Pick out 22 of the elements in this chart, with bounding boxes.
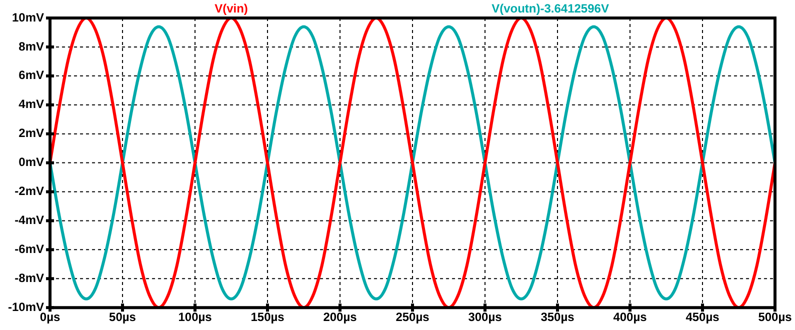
y-tick-label: 8mV: [18, 39, 44, 54]
y-tick-label: 2mV: [18, 126, 44, 140]
x-tick-label: 450µs: [686, 310, 720, 324]
x-tick-label: 200µs: [323, 310, 358, 324]
series-label: V(vin): [214, 1, 248, 16]
x-tick-label: 100µs: [178, 310, 212, 324]
y-tick-label: 10mV: [12, 10, 44, 24]
y-tick-label: -4mV: [14, 213, 44, 228]
x-tick-label: 400µs: [613, 310, 648, 324]
y-tick-label: 4mV: [18, 97, 44, 112]
series-label: V(voutn)-3.6412596V: [492, 1, 609, 16]
x-tick-label: 300µs: [468, 310, 502, 324]
y-tick-label: 0mV: [18, 155, 44, 170]
x-tick-label: 350µs: [540, 310, 575, 324]
x-tick-label: 250µs: [396, 310, 430, 324]
y-tick-label: -6mV: [14, 242, 44, 256]
y-tick-label: 6mV: [18, 68, 44, 82]
y-tick-label: -2mV: [14, 184, 44, 198]
y-tick-label: -8mV: [14, 270, 44, 285]
x-tick-label: 500µs: [758, 310, 792, 324]
x-tick-label: 50µs: [109, 310, 136, 324]
x-tick-label: 150µs: [250, 310, 285, 324]
